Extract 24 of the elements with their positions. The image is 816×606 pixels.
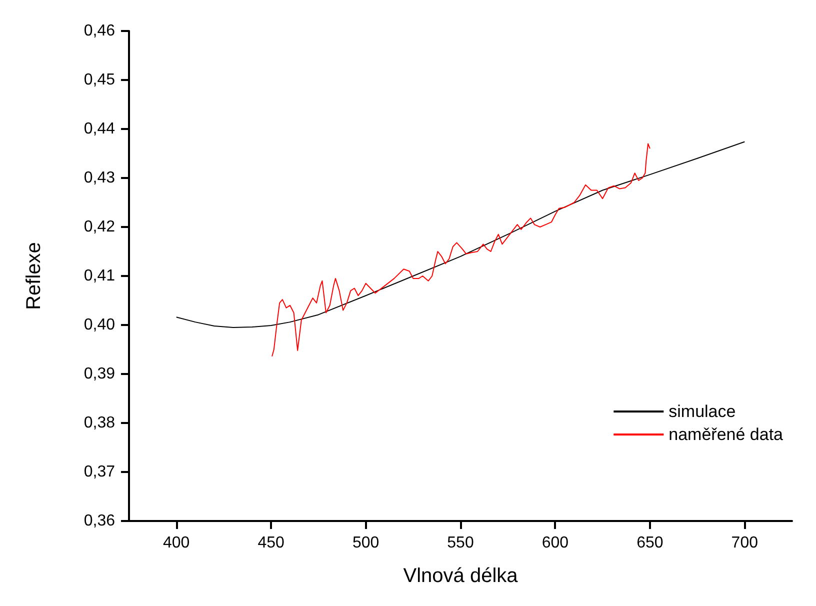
y-tick-label: 0,42	[84, 218, 116, 236]
x-tick-label: 450	[258, 534, 285, 552]
y-axis-title: Reflexe	[23, 242, 45, 310]
y-tick-label: 0,45	[84, 72, 116, 88]
y-tick-label: 0,41	[84, 268, 116, 284]
line-series	[272, 143, 650, 357]
x-tick-label: 600	[542, 534, 569, 552]
y-tick-label: 0,37	[84, 464, 116, 480]
y-tick-label: 0,36	[84, 512, 116, 530]
y-tick-label: 0,43	[84, 170, 116, 186]
x-tick-label: 700	[731, 534, 758, 552]
x-tick-label: 500	[352, 534, 380, 552]
y-tick-label: 0,44	[84, 120, 116, 138]
x-tick-label: 650	[636, 534, 664, 552]
legend-label: simulace	[668, 402, 736, 421]
y-tick-label: 0,38	[84, 414, 116, 432]
x-tick-label: 550	[447, 534, 474, 552]
x-tick-label: 400	[163, 534, 190, 552]
y-tick-label: 0,39	[84, 366, 116, 382]
line-series	[176, 141, 746, 328]
y-tick-label: 0,46	[84, 22, 116, 40]
y-tick-label: 0,40	[84, 316, 116, 334]
legend-label: naměřené data	[668, 425, 784, 444]
x-axis-title: Vlnová délka	[403, 565, 519, 587]
